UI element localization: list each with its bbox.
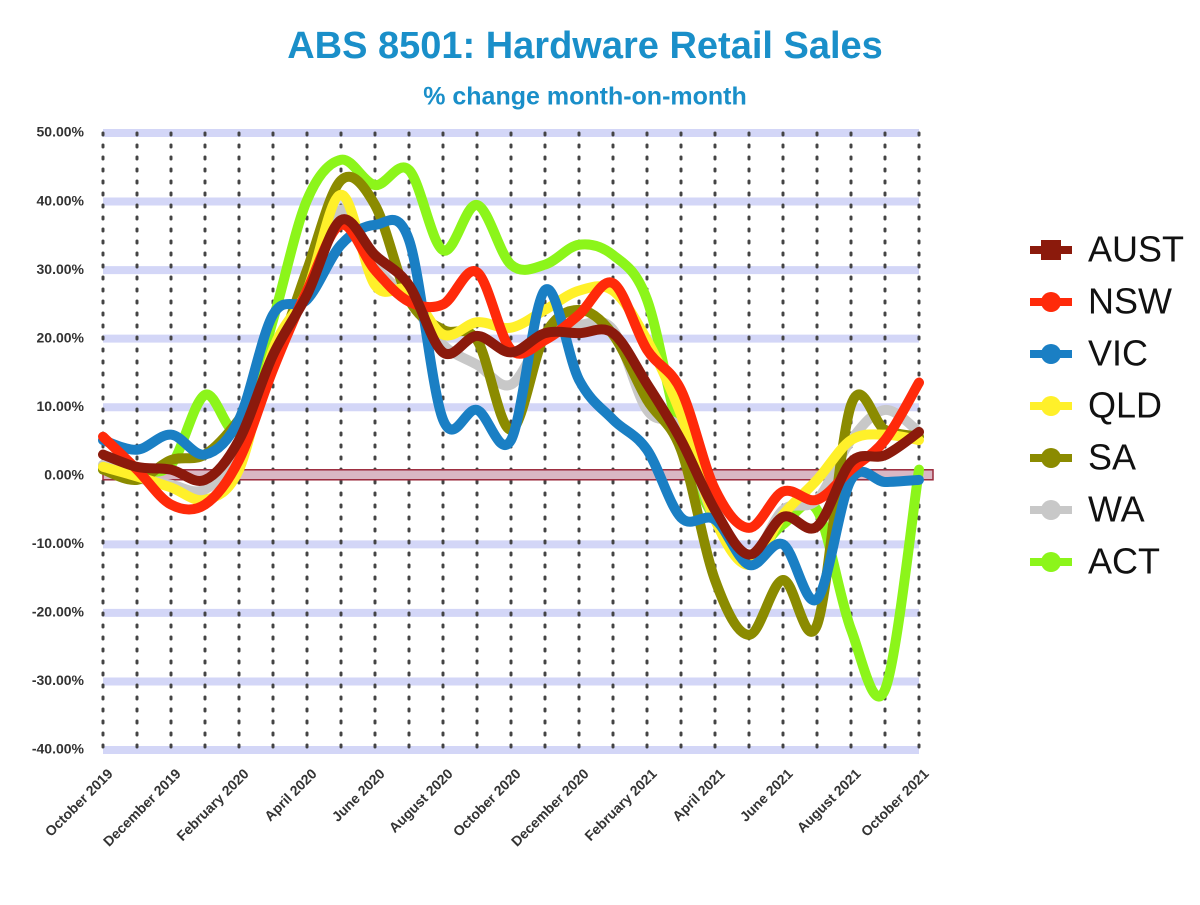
legend-marker [1041, 344, 1061, 364]
legend: AUST NSW VIC QLD SA WA ACT [1030, 229, 1184, 582]
legend-marker [1041, 552, 1061, 572]
legend-marker [1041, 500, 1061, 520]
x-tick-label: October 2020 [450, 765, 524, 839]
legend-label: AUST [1088, 229, 1184, 270]
y-tick-label: 20.00% [37, 329, 85, 345]
x-tick-label: October 2021 [858, 765, 932, 839]
y-tick-label: 10.00% [37, 398, 85, 414]
legend-label: VIC [1088, 333, 1148, 374]
legend-marker [1041, 448, 1061, 468]
x-tick-label: October 2019 [42, 765, 116, 839]
x-tick-label: August 2020 [386, 765, 456, 835]
y-tick-label: 40.00% [37, 192, 85, 208]
chart-subtitle: % change month-on-month [423, 83, 747, 111]
y-tick-label: -10.00% [32, 535, 85, 551]
y-tick-label: -40.00% [32, 741, 85, 757]
x-tick-label: April 2021 [669, 765, 728, 824]
legend-label: QLD [1088, 385, 1162, 426]
x-tick-label: August 2021 [794, 765, 864, 835]
series-line [98, 215, 924, 606]
x-tick-label: February 2020 [173, 765, 252, 844]
legend-marker [1041, 240, 1061, 260]
legend-label: SA [1088, 437, 1136, 478]
legend-marker [1041, 396, 1061, 416]
legend-label: ACT [1088, 541, 1160, 582]
x-tick-label: April 2020 [261, 765, 320, 824]
chart-title: ABS 8501: Hardware Retail Sales [287, 25, 883, 67]
legend-marker [1041, 292, 1061, 312]
y-tick-label: 50.00% [37, 124, 85, 140]
y-tick-label: 30.00% [37, 261, 85, 277]
x-tick-label: June 2021 [737, 765, 796, 824]
legend-label: WA [1088, 489, 1145, 530]
plot [98, 154, 924, 702]
series-line [98, 214, 924, 560]
y-tick-label: -30.00% [32, 672, 85, 688]
x-tick-label: June 2020 [329, 765, 388, 824]
y-tick-label: -20.00% [32, 604, 85, 620]
x-tick-label: February 2021 [581, 765, 660, 844]
y-tick-label: 0.00% [44, 466, 84, 482]
legend-label: NSW [1088, 281, 1172, 322]
